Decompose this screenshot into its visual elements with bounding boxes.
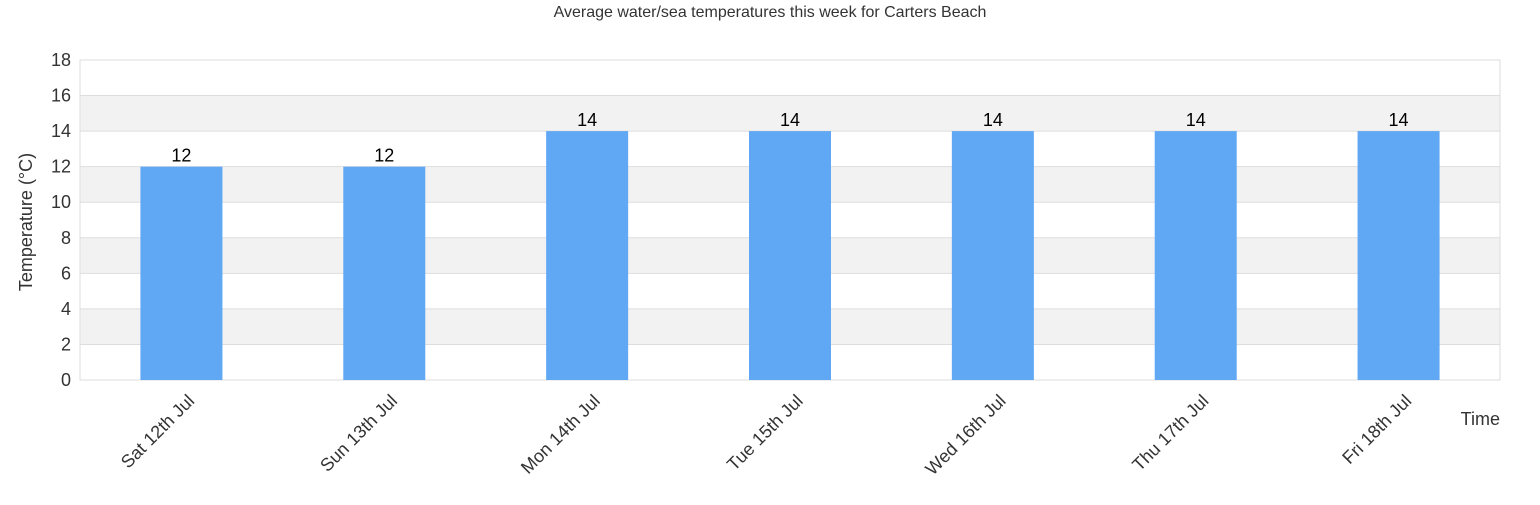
bar — [546, 131, 629, 380]
plot-band — [80, 60, 1500, 96]
plot-band — [80, 95, 1500, 132]
x-tick-label: Tue 15th Jul — [723, 391, 807, 475]
data-labels: 12 12 14 14 14 14 14 — [171, 110, 1408, 166]
y-tick-label: 12 — [51, 157, 71, 177]
x-tick-label: Sun 13th Jul — [316, 391, 401, 476]
y-axis-ticks: 0 2 4 6 8 10 12 14 16 18 — [51, 50, 71, 390]
y-tick-label: 10 — [51, 192, 71, 212]
bar — [343, 166, 426, 380]
y-tick-label: 8 — [61, 228, 71, 248]
x-tick-label: Mon 14th Jul — [517, 391, 604, 478]
y-tick-label: 4 — [61, 299, 71, 319]
data-label: 12 — [171, 146, 191, 166]
y-tick-label: 0 — [61, 370, 71, 390]
data-label: 14 — [983, 110, 1003, 130]
x-axis-label: Time — [1461, 409, 1500, 429]
x-tick-label: Fri 18th Jul — [1338, 391, 1415, 468]
bar — [1154, 131, 1237, 380]
x-axis-ticks: Sat 12th Jul Sun 13th Jul Mon 14th Jul Tue … — [117, 391, 1416, 479]
y-tick-label: 16 — [51, 86, 71, 106]
y-tick-label: 6 — [61, 263, 71, 283]
y-tick-label: 14 — [51, 121, 71, 141]
y-tick-label: 2 — [61, 334, 71, 354]
bar — [1357, 131, 1440, 380]
x-tick-label: Sat 12th Jul — [117, 391, 198, 472]
y-axis-label: Temperature (°C) — [16, 153, 36, 291]
y-tick-label: 18 — [51, 50, 71, 70]
bars — [140, 131, 1440, 380]
data-label: 14 — [577, 110, 597, 130]
data-label: 12 — [374, 146, 394, 166]
bar — [951, 131, 1034, 380]
chart-title: Average water/sea temperatures this week… — [554, 4, 987, 21]
bar — [749, 131, 831, 380]
x-tick-label: Wed 16th Jul — [921, 391, 1009, 479]
x-tick-label: Thu 17th Jul — [1128, 391, 1212, 475]
bar — [140, 166, 223, 380]
data-label: 14 — [1186, 110, 1206, 130]
data-label: 14 — [780, 110, 800, 130]
data-label: 14 — [1389, 110, 1409, 130]
